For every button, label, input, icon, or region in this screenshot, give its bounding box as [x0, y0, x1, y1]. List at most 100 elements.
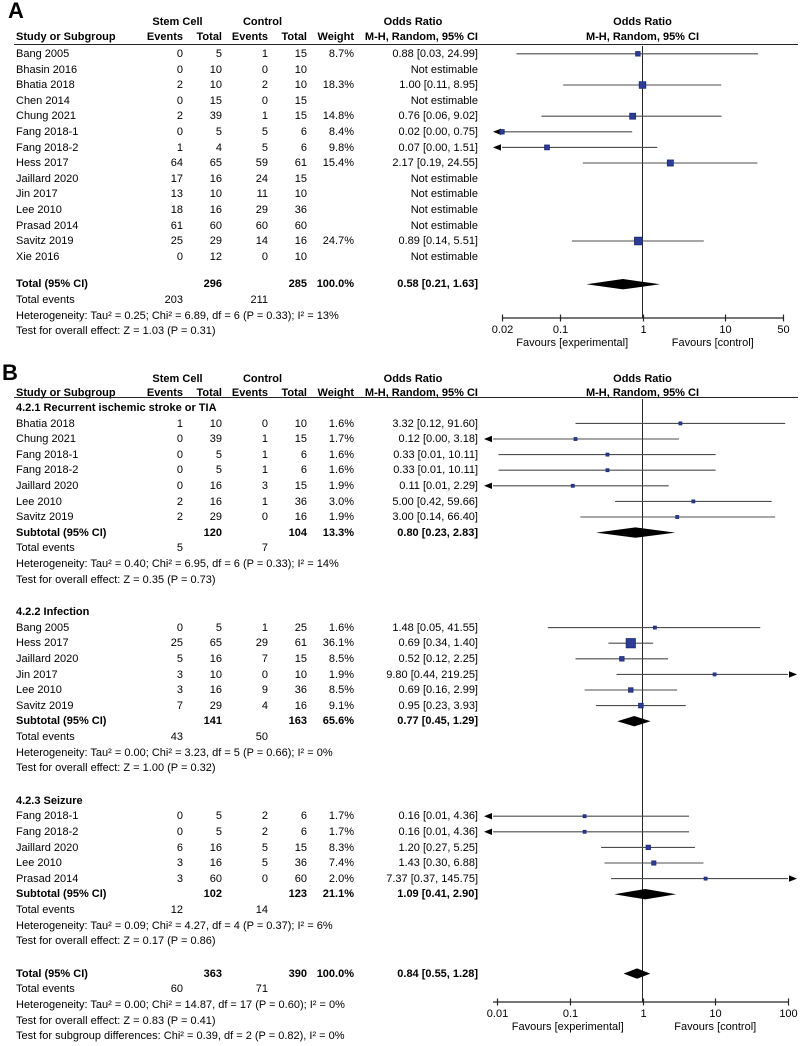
study-row: Fang 2018-1 0 5 2 6 1.7% 0.16 [0.01, 4.36]: [0, 809, 800, 825]
ci-text-cell: 1.20 [0.27, 5.25]: [398, 841, 478, 854]
total-control-cell: 6: [300, 126, 307, 138]
col-header-study: Study or Subgroup: [16, 387, 116, 399]
stats-text: Heterogeneity: Tau² = 0.25; Chi² = 6.89,…: [16, 309, 339, 322]
events-control-cell: 2: [261, 79, 268, 92]
section-row: 4.2.1 Recurrent ischemic stroke or TIA: [0, 401, 800, 417]
total-stemcell-cell: 5: [215, 48, 222, 60]
study-label: Chung 2021: [16, 433, 76, 446]
study-row: Fang 2018-1 0 5 5 6 8.4% 0.02 [0.00, 0.75]: [0, 125, 800, 141]
col-group-control: Control: [242, 16, 283, 28]
events-control-cell: 24: [255, 172, 268, 185]
events-stemcell-cell: 2: [176, 110, 183, 123]
weight-cell: 1.7%: [328, 810, 354, 823]
weight-cell: 8.3%: [328, 841, 354, 854]
total-control-cell: 61: [294, 637, 307, 650]
study-label: Total events: [16, 904, 75, 916]
total-stemcell-cell: 16: [209, 841, 222, 854]
total-stemcell-cell: 16: [209, 684, 222, 697]
study-row: Bang 2005 0 5 1 25 1.6% 1.48 [0.05, 41.55]: [0, 621, 800, 637]
total-control-cell: 60: [294, 219, 307, 232]
study-label: Total events: [16, 294, 75, 306]
total-stemcell-cell: 5: [215, 448, 222, 461]
events-control-cell: 1: [261, 448, 268, 461]
events-row: Total events 60 71: [0, 982, 800, 998]
ci-text-cell: Not estimable: [410, 63, 478, 76]
events-control-cell: 60: [255, 219, 268, 232]
events-stemcell-cell: 3: [176, 668, 183, 681]
events-stemcell-cell: 25: [170, 637, 183, 650]
total-control-cell: 6: [300, 810, 307, 823]
ci-text-cell: 0.69 [0.16, 2.99]: [398, 684, 478, 697]
study-row: Hess 2017 64 65 59 61 15.4% 2.17 [0.19, 24.55]: [0, 156, 800, 172]
ci-text-cell: 2.17 [0.19, 24.55]: [392, 157, 478, 170]
ci-text-cell: 0.69 [0.34, 1.40]: [398, 637, 478, 650]
text-row: Test for subgroup differences: Chi² = 0.…: [0, 1029, 800, 1045]
study-row: Fang 2018-2 1 4 5 6 9.8% 0.07 [0.00, 1.51]: [0, 141, 800, 157]
study-row: Prasad 2014 61 60 60 60 Not estimable: [0, 219, 800, 235]
col-header-method: M-H, Random, 95% CI: [364, 31, 478, 43]
ci-text-cell: 0.77 [0.45, 1.29]: [397, 715, 478, 728]
total-stemcell-cell: 65: [209, 157, 222, 170]
events-stemcell-cell: 12: [170, 904, 183, 916]
events-control-cell: 1: [261, 48, 268, 60]
weight-cell: 1.6%: [328, 464, 354, 477]
study-label: Chen 2014: [16, 94, 70, 107]
total-stemcell-cell: 5: [215, 621, 222, 634]
total-control-cell: 285: [288, 278, 307, 291]
study-label: Total events: [16, 542, 75, 555]
ci-text-cell: Not estimable: [410, 250, 478, 263]
ci-text-cell: 0.84 [0.55, 1.28]: [397, 967, 478, 980]
study-row: Hess 2017 25 65 29 61 36.1% 0.69 [0.34, 1.40]: [0, 636, 800, 652]
study-label: Jin 2017: [16, 668, 58, 681]
events-stemcell-cell: 2: [176, 511, 183, 524]
study-label: Jaillard 2020: [16, 172, 79, 185]
events-control-cell: 29: [255, 204, 268, 216]
weight-cell: 24.7%: [322, 235, 354, 248]
study-row: Bang 2005 0 5 1 15 8.7% 0.88 [0.03, 24.99]: [0, 47, 800, 63]
col-header-events-control: Events: [231, 31, 268, 43]
weight-cell: 13.3%: [322, 526, 354, 539]
events-control-cell: 0: [261, 250, 268, 263]
total-control-cell: 16: [294, 699, 307, 712]
study-label: Bang 2005: [16, 621, 70, 634]
events-stemcell-cell: 3: [176, 872, 183, 885]
study-row: Lee 2010 3 16 9 36 8.5% 0.69 [0.16, 2.99]: [0, 683, 800, 699]
study-label: Jaillard 2020: [16, 841, 79, 854]
study-label: Subtotal (95% CI): [16, 888, 107, 901]
events-stemcell-cell: 60: [170, 983, 183, 996]
ci-text-cell: 0.33 [0.01, 10.11]: [393, 448, 478, 461]
study-label: Prasad 2014: [16, 872, 79, 885]
stats-text: Test for overall effect: Z = 1.03 (P = 0…: [16, 325, 216, 338]
total-stemcell-cell: 60: [209, 872, 222, 885]
total-stemcell-cell: 4: [215, 141, 222, 154]
events-control-cell: 5: [261, 141, 268, 154]
weight-cell: 100.0%: [316, 967, 354, 980]
events-row: Total events 12 14: [0, 903, 800, 919]
col-header-method: M-H, Random, 95% CI: [364, 387, 478, 399]
study-row: Lee 2010 2 16 1 36 3.0% 5.00 [0.42, 59.66]: [0, 495, 800, 511]
events-stemcell-cell: 0: [176, 250, 183, 263]
events-control-cell: 7: [261, 653, 268, 665]
col-group-odds-ratio: Odds Ratio: [383, 16, 443, 28]
study-label: Fang 2018-2: [16, 141, 79, 154]
weight-cell: 9.8%: [328, 141, 354, 154]
events-stemcell-cell: 5: [176, 542, 183, 555]
study-row: Chung 2021 0 39 1 15 1.7% 0.12 [0.00, 3.18]: [0, 432, 800, 448]
events-control-cell: 3: [261, 480, 268, 492]
panel-a-label: A: [8, 0, 24, 23]
events-stemcell-cell: 2: [176, 495, 183, 508]
col-group-stem-cell: Stem Cell: [152, 373, 203, 385]
stats-text: Test for subgroup differences: Chi² = 0.…: [16, 1030, 345, 1043]
events-stemcell-cell: 13: [170, 188, 183, 201]
weight-cell: 2.0%: [328, 872, 354, 885]
events-control-cell: 1: [261, 621, 268, 634]
events-control-cell: 59: [255, 157, 268, 170]
weight-cell: 36.1%: [322, 637, 354, 650]
col-header-study: Study or Subgroup: [16, 31, 116, 43]
study-row: Savitz 2019 25 29 14 16 24.7% 0.89 [0.14, 5.51…: [0, 234, 800, 250]
subgroup-title: 4.2.2 Infection: [16, 606, 90, 619]
events-control-cell: 50: [255, 731, 268, 743]
events-control-cell: 7: [261, 542, 268, 555]
subtotal-row: Subtotal (95% CI) 120 104 13.3% 0.80 [0.23, …: [0, 526, 800, 542]
